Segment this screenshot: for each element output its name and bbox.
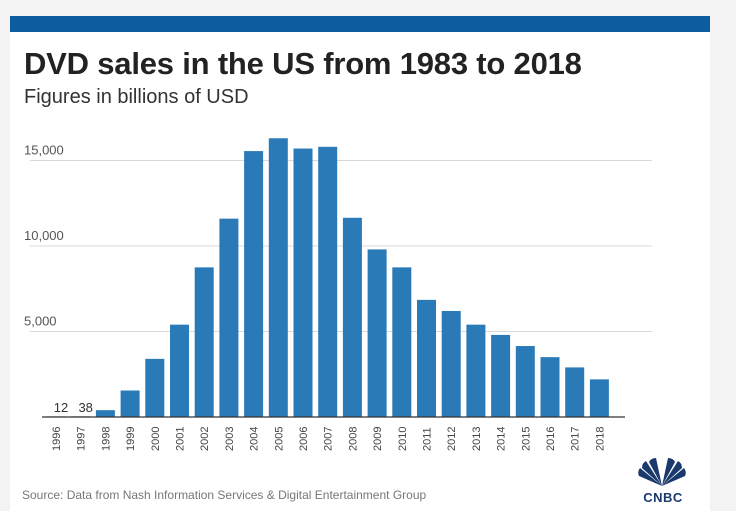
x-tick-label: 2012 xyxy=(446,427,458,451)
cnbc-logo-text: CNBC xyxy=(643,490,683,505)
bar xyxy=(342,217,362,417)
chart-title: DVD sales in the US from 1983 to 2018 xyxy=(24,46,582,81)
x-tick-label: 1999 xyxy=(125,427,137,451)
bar xyxy=(589,379,609,417)
bar xyxy=(293,148,313,417)
source-note: Source: Data from Nash Information Servi… xyxy=(22,488,427,502)
bar xyxy=(417,299,436,417)
bar xyxy=(145,358,165,417)
x-tick-label: 2004 xyxy=(249,427,261,451)
bar xyxy=(491,334,511,417)
x-tick-label: 2016 xyxy=(545,427,557,451)
bar xyxy=(120,390,140,417)
x-tick-label: 2014 xyxy=(496,427,508,451)
chart-subtitle: Figures in billions of USD xyxy=(24,86,249,108)
x-tick-label: 2017 xyxy=(570,427,582,451)
x-tick-label: 2006 xyxy=(298,427,310,451)
bar xyxy=(170,324,189,417)
data-label: 12 xyxy=(54,400,68,415)
x-tick-label: 2007 xyxy=(323,427,335,451)
x-tick-label: 1997 xyxy=(76,427,88,451)
bar xyxy=(515,346,535,417)
x-tick-label: 2010 xyxy=(397,427,409,451)
bar xyxy=(540,357,560,417)
bar xyxy=(466,324,486,417)
x-tick-label: 2013 xyxy=(471,427,483,451)
data-label: 38 xyxy=(78,400,92,415)
x-tick-label: 2018 xyxy=(594,427,606,451)
bar xyxy=(194,267,214,417)
x-tick-label: 1998 xyxy=(100,427,112,451)
x-tick-label: 2009 xyxy=(372,427,384,451)
bar xyxy=(318,146,338,417)
y-tick-label: 10,000 xyxy=(24,228,64,243)
x-tick-label: 2003 xyxy=(224,427,236,451)
x-tick-label: 1996 xyxy=(51,427,63,451)
bar xyxy=(367,249,387,417)
bar xyxy=(219,218,239,417)
bar xyxy=(565,367,585,417)
bar xyxy=(95,410,115,417)
bar xyxy=(244,151,264,417)
x-tick-label: 2015 xyxy=(520,427,532,451)
x-tick-label: 2001 xyxy=(175,427,187,451)
x-tick-label: 2008 xyxy=(347,427,359,451)
bar xyxy=(268,138,288,417)
y-tick-label: 5,000 xyxy=(24,314,57,329)
y-tick-label: 15,000 xyxy=(24,143,64,158)
x-tick-label: 2002 xyxy=(199,427,211,451)
bar xyxy=(392,267,412,417)
x-tick-label: 2000 xyxy=(150,427,162,451)
cnbc-peacock-logo-icon xyxy=(638,458,686,486)
x-tick-label: 2005 xyxy=(273,427,285,451)
bar xyxy=(441,310,461,417)
header-accent-bar xyxy=(10,16,710,32)
x-tick-label: 2011 xyxy=(422,427,434,451)
